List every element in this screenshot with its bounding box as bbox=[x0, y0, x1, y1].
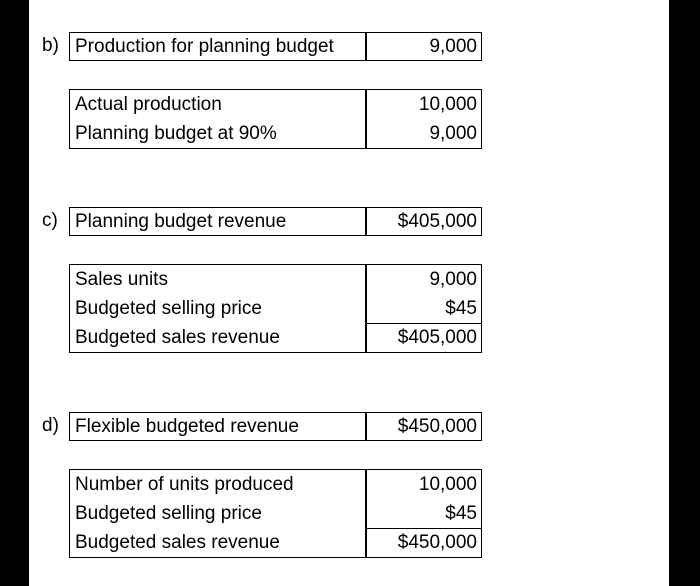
section-c-detail-label-cell: Sales units Budgeted selling price Budge… bbox=[69, 264, 366, 353]
section-d-label: d) bbox=[42, 415, 59, 436]
section-d-summary-value-cell: $450,000 bbox=[366, 412, 482, 441]
section-d-summary-label-cell: Flexible budgeted revenue bbox=[69, 412, 366, 441]
section-d-summary-value: $450,000 bbox=[397, 416, 477, 437]
section-c-row-3-text: Budgeted sales revenue bbox=[75, 327, 280, 348]
section-d-detail-value-cell: 10,000 $45 $450,000 bbox=[366, 469, 482, 558]
section-d-row-1-value: 10,000 bbox=[418, 474, 477, 495]
worksheet: b) Production for planning budget 9,000 … bbox=[29, 0, 669, 586]
section-c-row-2-value: $45 bbox=[445, 298, 477, 319]
section-c-row-1-value: 9,000 bbox=[429, 269, 477, 290]
section-c-row-3-value: $405,000 bbox=[397, 327, 477, 348]
section-d-row-2-value: $45 bbox=[445, 503, 477, 524]
section-b-summary-text: Production for planning budget bbox=[75, 36, 334, 57]
section-d-detail-label-cell: Number of units produced Budgeted sellin… bbox=[69, 469, 366, 558]
section-c-row-1-text: Sales units bbox=[75, 269, 168, 290]
section-c-summary-value-cell: $405,000 bbox=[366, 207, 482, 236]
section-c-detail-value-cell: 9,000 $45 $405,000 bbox=[366, 264, 482, 353]
section-b-detail-value-cell: 10,000 9,000 bbox=[366, 89, 482, 149]
section-d-summary-text: Flexible budgeted revenue bbox=[75, 416, 299, 437]
section-b-summary-value-cell: 9,000 bbox=[366, 32, 482, 61]
section-c-label: c) bbox=[42, 210, 58, 231]
section-c-summary-text: Planning budget revenue bbox=[75, 211, 287, 232]
section-b-label: b) bbox=[42, 35, 59, 56]
section-b-row-1-value: 10,000 bbox=[418, 94, 477, 115]
section-d-row-3-value: $450,000 bbox=[397, 532, 477, 553]
section-b-detail-label-cell: Actual production Planning budget at 90% bbox=[69, 89, 366, 149]
section-c-summary-value: $405,000 bbox=[397, 211, 477, 232]
section-b-row-2-text: Planning budget at 90% bbox=[75, 123, 277, 144]
section-d-row-2-text: Budgeted selling price bbox=[75, 503, 262, 524]
section-c-total-rule bbox=[367, 323, 481, 324]
section-b-summary-value: 9,000 bbox=[429, 36, 477, 57]
section-d-total-rule bbox=[367, 528, 481, 529]
section-d-row-1-text: Number of units produced bbox=[75, 474, 294, 495]
section-d-row-3-text: Budgeted sales revenue bbox=[75, 532, 280, 553]
section-c-row-2-text: Budgeted selling price bbox=[75, 298, 262, 319]
section-b-row-2-value: 9,000 bbox=[429, 123, 477, 144]
section-c-summary-label-cell: Planning budget revenue bbox=[69, 207, 366, 236]
section-b-row-1-text: Actual production bbox=[75, 94, 222, 115]
section-b-summary-label-cell: Production for planning budget bbox=[69, 32, 366, 61]
